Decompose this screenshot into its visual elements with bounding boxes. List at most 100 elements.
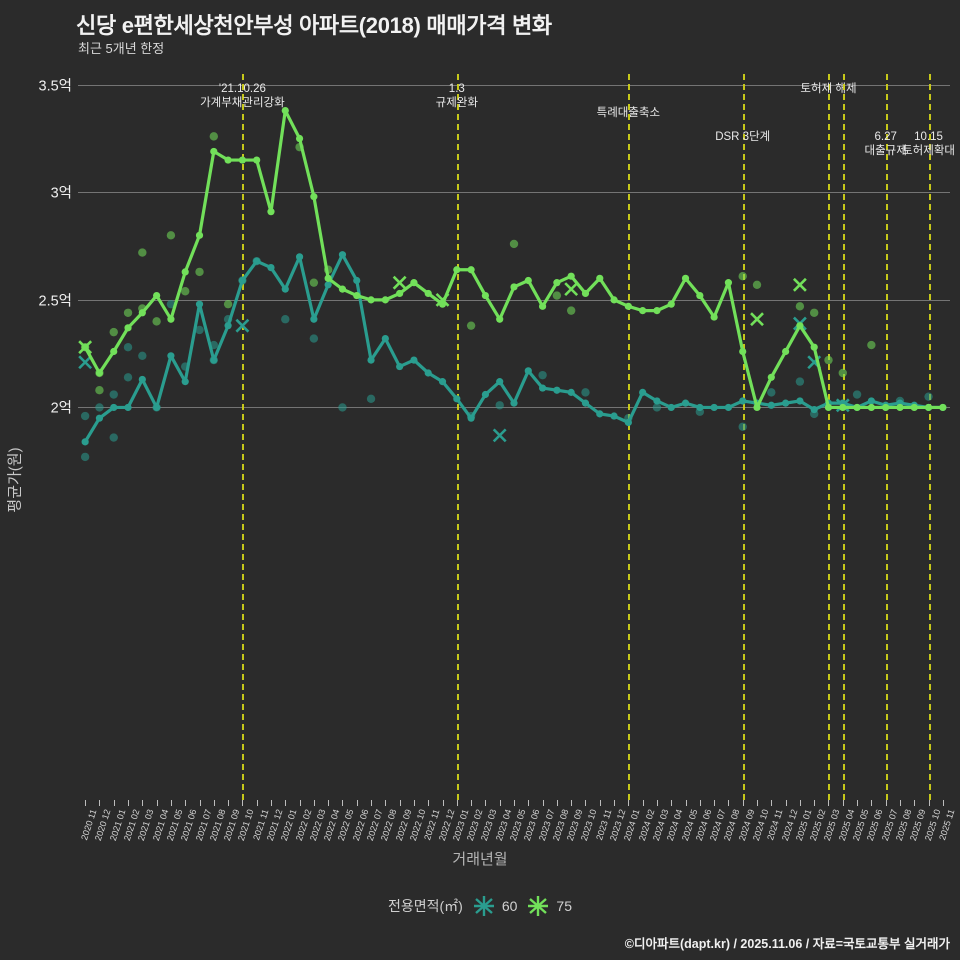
series-marker: [367, 296, 375, 304]
series-marker: [95, 369, 104, 377]
series-layer: [78, 106, 947, 462]
x-tick: [342, 800, 344, 806]
scatter-point: [109, 327, 118, 337]
series-marker: [724, 403, 733, 412]
series-marker: [596, 410, 604, 418]
highlight-marker: [492, 428, 507, 443]
series-marker: [639, 307, 647, 315]
series-marker: [910, 403, 918, 412]
scatter-point: [366, 394, 376, 404]
scatter-point: [138, 351, 147, 360]
scatter-point: [109, 433, 118, 442]
x-tick: [742, 800, 744, 806]
series-marker: [153, 403, 161, 412]
series-marker: [924, 403, 933, 412]
series-marker: [581, 399, 590, 407]
series-marker: [510, 399, 518, 407]
legend-label: 60: [501, 898, 518, 914]
x-tick: [899, 800, 901, 806]
x-tick: [656, 800, 658, 806]
series-marker: [181, 268, 189, 276]
x-tick: [799, 800, 801, 806]
series-marker: [467, 266, 475, 274]
x-tick: [871, 800, 873, 806]
legend-item-75[interactable]: 75: [527, 896, 572, 916]
scatter-point: [166, 299, 176, 309]
x-tick: [642, 800, 644, 806]
highlight-marker: [78, 355, 93, 370]
x-tick: [928, 800, 930, 806]
series-marker: [267, 264, 275, 272]
event-line: [828, 74, 831, 800]
x-tick: [99, 800, 101, 806]
series-marker: [524, 276, 532, 285]
series-marker: [596, 274, 604, 282]
x-tick: [828, 800, 830, 806]
series-marker: [324, 281, 332, 289]
x-tick: [256, 800, 258, 806]
series-marker: [653, 307, 661, 315]
footer-credit: ©디아파트(dapt.kr) / 2025.11.06 / 자료=국토교통부 실…: [624, 937, 950, 951]
x-tick: [671, 800, 673, 806]
event-line: [742, 74, 745, 800]
series-marker: [496, 315, 504, 323]
series-marker: [210, 356, 218, 364]
event-annotation: 토허제 해제: [800, 83, 857, 95]
x-axis-label: 거래년월: [452, 851, 508, 868]
legend-label: 75: [556, 898, 572, 914]
event-line: [242, 74, 245, 800]
series-marker: [281, 285, 289, 293]
series-marker: [624, 418, 632, 427]
series-marker: [195, 231, 204, 239]
legend-item-60[interactable]: 60: [473, 896, 518, 916]
series-marker: [410, 356, 418, 364]
series-marker: [396, 289, 404, 298]
series-marker: [110, 403, 118, 412]
series-marker: [81, 438, 89, 446]
series-marker: [567, 272, 575, 280]
series-marker: [224, 322, 232, 330]
x-tick: [514, 800, 515, 806]
x-tick: [170, 800, 172, 806]
x-tick: [699, 800, 701, 806]
gridline: [78, 299, 950, 301]
series-marker: [724, 279, 733, 287]
event-line: [456, 74, 459, 800]
series-marker: [824, 403, 833, 412]
scatter-point: [581, 388, 590, 397]
series-marker: [367, 356, 375, 364]
scatter-point: [838, 368, 847, 378]
series-marker: [381, 334, 389, 343]
series-marker: [839, 403, 847, 412]
series-marker: [639, 388, 647, 396]
series-marker: [553, 386, 561, 394]
scatter-point: [138, 248, 147, 257]
x-tick: [785, 800, 787, 806]
series-marker: [281, 106, 289, 115]
series-marker: [353, 276, 361, 285]
series-marker: [867, 397, 875, 405]
series-marker: [767, 401, 775, 409]
series-marker: [210, 147, 218, 156]
x-tick: [842, 800, 844, 806]
y-axis-label: 평균가(원): [6, 447, 24, 513]
event-line: [628, 74, 631, 800]
x-tick: [685, 800, 687, 806]
series-marker: [410, 279, 418, 287]
series-marker: [138, 375, 146, 384]
series-marker: [424, 289, 432, 298]
series-marker: [739, 397, 747, 405]
scatter-point: [852, 390, 862, 399]
x-tick: [313, 800, 315, 806]
scatter-point: [181, 287, 190, 296]
series-marker: [739, 347, 747, 356]
highlight-marker: [750, 312, 764, 327]
x-tick: [213, 800, 215, 806]
scatter-point: [652, 403, 662, 412]
series-marker: [253, 156, 261, 164]
x-tick: [385, 800, 387, 806]
series-marker: [782, 347, 790, 356]
gridline: [78, 84, 950, 86]
series-marker: [195, 300, 204, 308]
x-tick: [299, 800, 301, 806]
